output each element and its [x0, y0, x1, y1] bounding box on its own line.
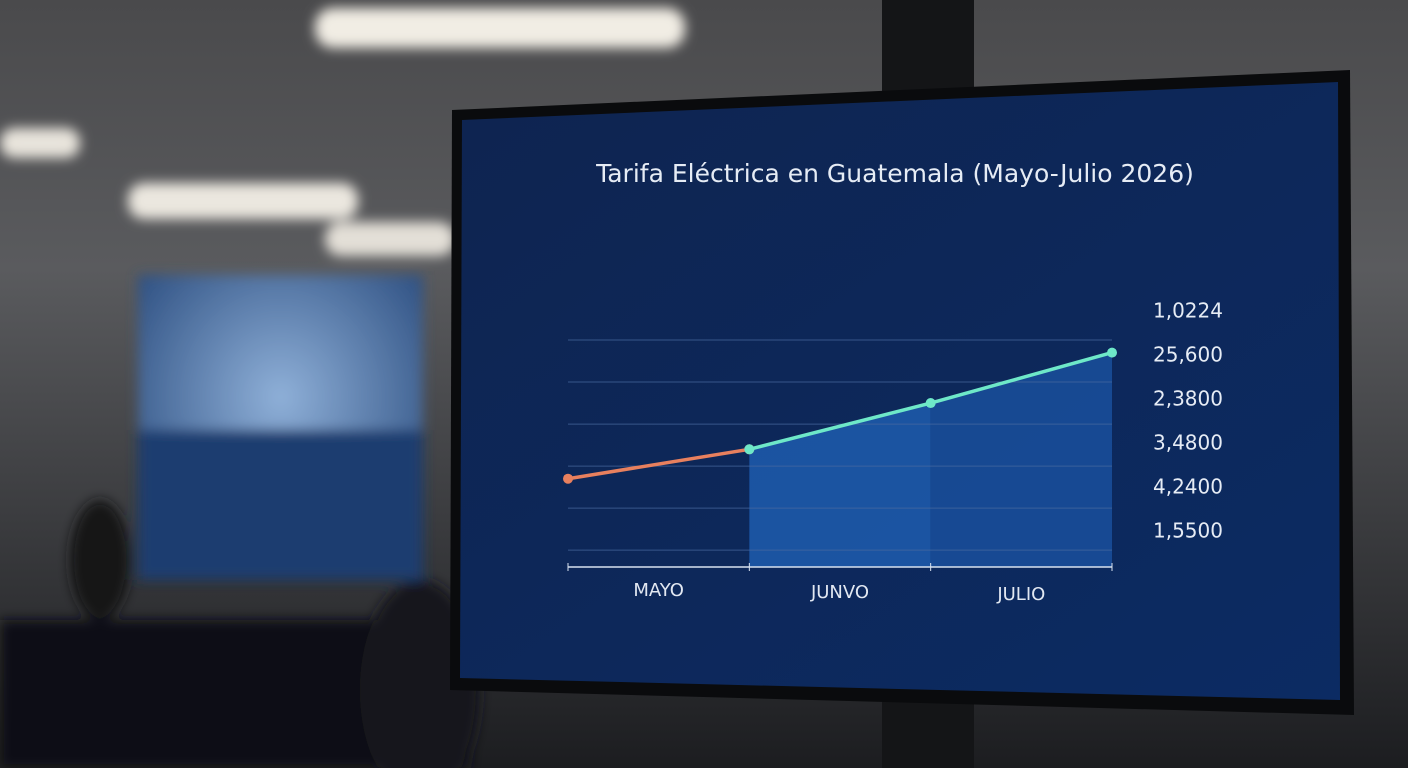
side-label: 1,0224 [1153, 299, 1223, 323]
side-label: 4,2400 [1153, 475, 1223, 499]
side-label: 1,5500 [1153, 519, 1223, 543]
side-label: 2,3800 [1153, 387, 1223, 411]
ceiling-light [315, 8, 685, 48]
point [744, 444, 755, 455]
screen [460, 82, 1340, 700]
point [1107, 347, 1117, 358]
ceiling-light [0, 128, 80, 158]
area [930, 352, 1112, 567]
person [360, 580, 480, 768]
chart-title: Tarifa Eléctrica en Guatemala (Mayo-Juli… [595, 159, 1194, 188]
x-tick-label: MAYO [633, 580, 684, 601]
ceiling-light [325, 222, 455, 256]
x-tick-label: JUNVO [810, 582, 869, 603]
line [567, 447, 750, 481]
area [749, 403, 931, 567]
point [563, 473, 573, 484]
background-tv [138, 430, 423, 580]
office-blur [0, 8, 685, 768]
person [70, 500, 130, 620]
point [925, 398, 936, 409]
ceiling-light [128, 183, 358, 219]
side-label: 25,600 [1153, 343, 1223, 367]
side-label: 3,4800 [1153, 431, 1223, 455]
x-tick-label: JULIO [996, 584, 1045, 605]
